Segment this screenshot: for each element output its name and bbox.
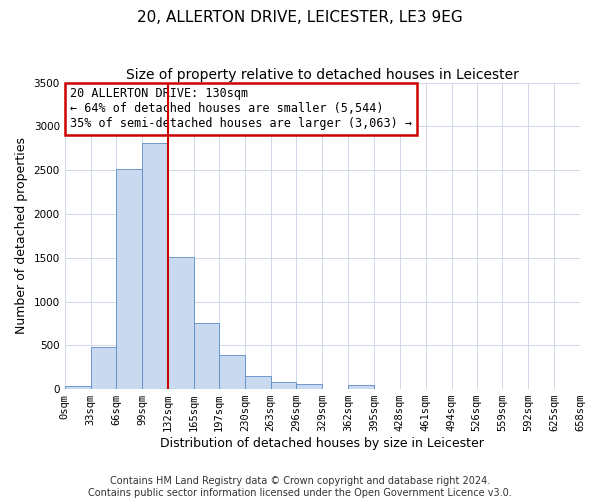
Bar — [245, 376, 271, 389]
Y-axis label: Number of detached properties: Number of detached properties — [15, 138, 28, 334]
X-axis label: Distribution of detached houses by size in Leicester: Distribution of detached houses by size … — [160, 437, 484, 450]
Bar — [91, 347, 116, 389]
Bar — [116, 170, 142, 389]
Bar — [348, 384, 374, 389]
Text: 20 ALLERTON DRIVE: 130sqm
← 64% of detached houses are smaller (5,544)
35% of se: 20 ALLERTON DRIVE: 130sqm ← 64% of detac… — [70, 88, 412, 130]
Bar — [219, 355, 245, 389]
Bar — [296, 384, 322, 389]
Bar — [142, 143, 168, 389]
Text: 20, ALLERTON DRIVE, LEICESTER, LE3 9EG: 20, ALLERTON DRIVE, LEICESTER, LE3 9EG — [137, 10, 463, 25]
Bar — [194, 324, 219, 389]
Bar — [168, 257, 194, 389]
Title: Size of property relative to detached houses in Leicester: Size of property relative to detached ho… — [126, 68, 519, 82]
Bar — [65, 386, 91, 389]
Bar — [271, 382, 296, 389]
Text: Contains HM Land Registry data © Crown copyright and database right 2024.
Contai: Contains HM Land Registry data © Crown c… — [88, 476, 512, 498]
